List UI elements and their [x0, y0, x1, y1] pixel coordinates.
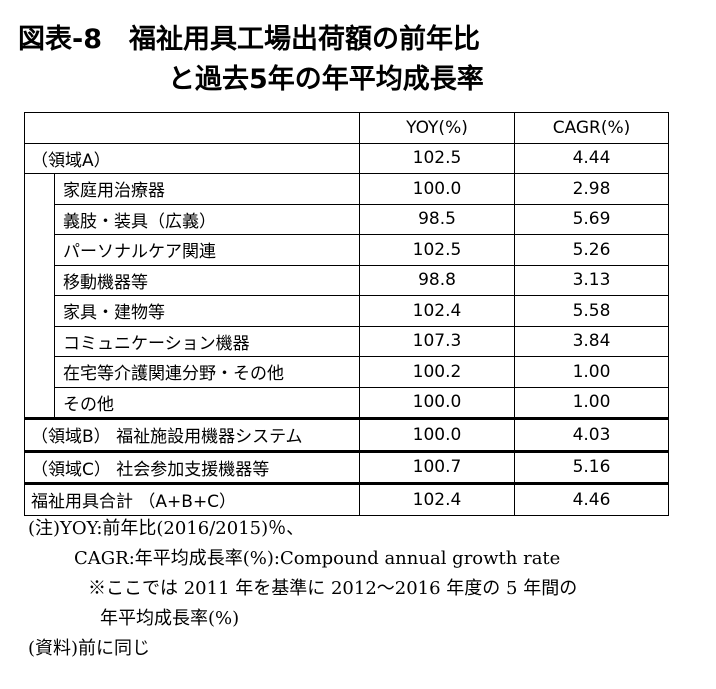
source-note: (資料)前に同じ	[28, 638, 151, 659]
item-yoy: 100.2	[359, 356, 515, 388]
figure-title-line1: 図表-8 福祉用具工場出荷額の前年比	[18, 24, 480, 55]
figure-title: 図表-8 福祉用具工場出荷額の前年比 と過去5年の年平均成長率	[18, 20, 698, 100]
item-cagr: 1.00	[514, 356, 669, 388]
item-yoy: 102.5	[359, 234, 515, 266]
indent-cell	[24, 204, 55, 235]
indent-cell	[24, 265, 55, 296]
table-row: コミュニケーション機器 107.3 3.84	[24, 325, 669, 357]
item-label: 家具・建物等	[54, 295, 360, 327]
item-label: その他	[54, 386, 360, 419]
note-line-basis: ※ここでは 2011 年を基準に 2012～2016 年度の 5 年間の	[88, 578, 578, 599]
indent-cell	[24, 356, 55, 387]
table-row: その他 100.0 1.00	[24, 386, 669, 419]
table-row-total: 福祉用具合計 （A+B+C） 102.4 4.46	[24, 482, 669, 516]
indent-cell	[24, 234, 55, 265]
item-yoy: 107.3	[359, 325, 515, 357]
table-row: 移動機器等 98.8 3.13	[24, 264, 669, 296]
item-cagr: 1.00	[514, 386, 669, 419]
item-label: 在宅等介護関連分野・その他	[54, 356, 360, 388]
figure-title-line2: と過去5年の年平均成長率	[168, 64, 484, 95]
table-row: 義肢・装具（広義） 98.5 5.69	[24, 203, 669, 235]
area-a-yoy: 102.5	[359, 142, 515, 174]
total-cagr: 4.46	[514, 482, 669, 516]
item-label: パーソナルケア関連	[54, 234, 360, 266]
item-label: 義肢・装具（広義）	[54, 203, 360, 235]
item-yoy: 98.5	[359, 203, 515, 235]
table-row: 在宅等介護関連分野・その他 100.2 1.00	[24, 356, 669, 388]
area-b-label: （領域B） 福祉施設用機器システム	[24, 417, 360, 452]
table-row-area-c: （領域C） 社会参加支援機器等 100.7 5.16	[24, 449, 669, 484]
data-table: YOY(%) CAGR(%) （領域A） 102.5 4.44 家庭用治療器 1…	[24, 112, 669, 516]
total-label: 福祉用具合計 （A+B+C）	[24, 482, 360, 516]
area-a-label: （領域A）	[24, 142, 360, 174]
table-row: 家具・建物等 102.4 5.58	[24, 295, 669, 327]
header-cagr: CAGR(%)	[514, 112, 669, 144]
indent-cell	[24, 387, 55, 419]
item-yoy: 100.0	[359, 173, 515, 205]
table-row-area-a: （領域A） 102.5 4.44	[24, 142, 669, 174]
item-yoy: 102.4	[359, 295, 515, 327]
item-yoy: 100.0	[359, 386, 515, 419]
item-cagr: 5.26	[514, 234, 669, 266]
indent-cell	[24, 295, 55, 326]
header-blank-cell	[24, 112, 360, 144]
item-yoy: 98.8	[359, 264, 515, 296]
indent-cell	[24, 173, 55, 204]
indent-cell	[24, 326, 55, 357]
area-c-yoy: 100.7	[359, 449, 515, 484]
header-yoy: YOY(%)	[359, 112, 515, 144]
area-c-label: （領域C） 社会参加支援機器等	[24, 449, 360, 484]
item-cagr: 5.58	[514, 295, 669, 327]
note-line-basis-cont: 年平均成長率(%)	[100, 608, 240, 629]
note-line-cagr: CAGR:年平均成長率(%):Compound annual growth ra…	[74, 548, 561, 569]
notes-block: (注)YOY:前年比(2016/2015)％、 CAGR:年平均成長率(%):C…	[28, 514, 708, 664]
item-cagr: 3.84	[514, 325, 669, 357]
area-b-yoy: 100.0	[359, 417, 515, 452]
table-row: 家庭用治療器 100.0 2.98	[24, 173, 669, 205]
item-cagr: 3.13	[514, 264, 669, 296]
total-yoy: 102.4	[359, 482, 515, 516]
table-row-area-b: （領域B） 福祉施設用機器システム 100.0 4.03	[24, 417, 669, 452]
area-a-cagr: 4.44	[514, 142, 669, 174]
item-cagr: 2.98	[514, 173, 669, 205]
item-label: 家庭用治療器	[54, 173, 360, 205]
area-b-cagr: 4.03	[514, 417, 669, 452]
item-label: コミュニケーション機器	[54, 325, 360, 357]
note-line-yoy: (注)YOY:前年比(2016/2015)％、	[28, 518, 305, 539]
table-header-row: YOY(%) CAGR(%)	[24, 112, 669, 144]
table-row: パーソナルケア関連 102.5 5.26	[24, 234, 669, 266]
item-cagr: 5.69	[514, 203, 669, 235]
item-label: 移動機器等	[54, 264, 360, 296]
area-c-cagr: 5.16	[514, 449, 669, 484]
